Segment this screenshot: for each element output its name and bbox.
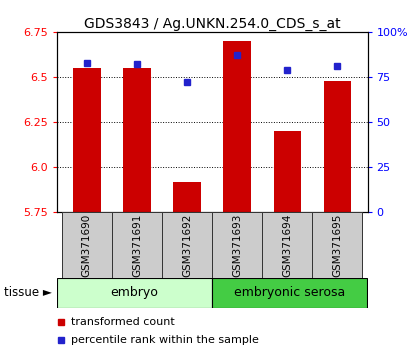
Text: GSM371690: GSM371690 (82, 213, 92, 277)
Bar (223, 41, 251, 212)
Text: GSM371694: GSM371694 (282, 213, 292, 277)
Bar (212, 278, 368, 308)
Text: GSM371695: GSM371695 (332, 213, 342, 277)
Text: embryonic serosa: embryonic serosa (234, 286, 345, 299)
Bar (73, 68, 100, 212)
Bar (262, 212, 312, 278)
Bar (273, 131, 301, 212)
Bar (123, 68, 151, 212)
Bar (324, 81, 351, 212)
Text: GSM371693: GSM371693 (232, 213, 242, 277)
Bar (57, 278, 212, 308)
Text: GSM371692: GSM371692 (182, 213, 192, 277)
Text: tissue ►: tissue ► (4, 286, 52, 299)
Text: GSM371691: GSM371691 (132, 213, 142, 277)
Text: percentile rank within the sample: percentile rank within the sample (71, 335, 259, 344)
Text: transformed count: transformed count (71, 318, 174, 327)
Bar (173, 182, 201, 212)
Text: embryo: embryo (110, 286, 158, 299)
Bar (112, 212, 162, 278)
Bar (62, 212, 112, 278)
Bar (212, 212, 262, 278)
Title: GDS3843 / Ag.UNKN.254.0_CDS_s_at: GDS3843 / Ag.UNKN.254.0_CDS_s_at (84, 17, 341, 31)
Bar (312, 212, 362, 278)
Bar (162, 212, 212, 278)
